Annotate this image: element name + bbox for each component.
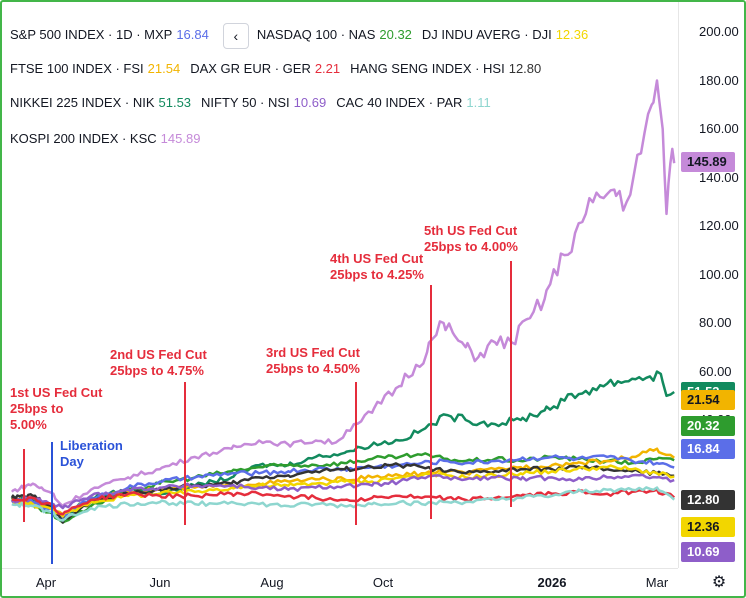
- x-tick-label: Apr: [35, 575, 57, 590]
- price-badge: 21.54: [681, 390, 735, 410]
- legend-series-value: 1.11: [466, 95, 491, 110]
- x-tick-label: Mar: [645, 575, 669, 590]
- price-badge: 12.36: [681, 517, 735, 537]
- legend-series-value: 10.69: [293, 95, 327, 110]
- price-badge: 145.89: [681, 152, 735, 172]
- legend-series-value: 2.21: [314, 61, 341, 76]
- legend-series-name: DAX GR EUR · GER: [190, 61, 311, 76]
- legend-item[interactable]: NASDAQ 100 · NAS 20.32: [257, 27, 412, 42]
- legend-row-1: S&P 500 INDEX · 1D · MXP 16.84 ‹ NASDAQ 100…: [10, 23, 598, 49]
- gear-icon[interactable]: ⚙: [711, 574, 727, 591]
- price-badge: 20.32: [681, 416, 735, 436]
- annotation-label-2: Liberation Day: [60, 438, 123, 469]
- price-badge: 16.84: [681, 439, 735, 459]
- plot-area[interactable]: 1st US Fed Cut 25bps to 5.00% Liberation …: [2, 2, 678, 568]
- legend-row-3: NIKKEI 225 INDEX · NIK 51.53 NIFTY 50 · NS…: [10, 94, 501, 112]
- y-tick-label: 80.00: [699, 315, 732, 330]
- series-line-cac: [11, 486, 676, 522]
- y-tick-label: 140.00: [699, 169, 739, 185]
- legend-item[interactable]: DJ INDU AVERG · DJI 12.36: [422, 27, 588, 42]
- legend-series-name: FTSE 100 INDEX · FSI: [10, 61, 144, 76]
- y-tick-label: 60.00: [699, 363, 732, 379]
- y-tick-label: 120.00: [699, 218, 739, 233]
- y-tick-label: 200.00: [699, 24, 739, 39]
- annotation-label-6: 5th US Fed Cut 25bps to 4.00%: [424, 223, 518, 254]
- price-badge: 10.69: [681, 542, 735, 562]
- legend-series-name: KOSPI 200 INDEX · KSC: [10, 131, 157, 146]
- legend-item[interactable]: KOSPI 200 INDEX · KSC 145.89: [10, 131, 200, 146]
- y-tick-label: 100.00: [699, 266, 739, 282]
- legend-item[interactable]: S&P 500 INDEX · 1D · MXP 16.84: [10, 27, 209, 42]
- annotation-label-4: 3rd US Fed Cut 25bps to 4.50%: [266, 345, 360, 376]
- legend-row-2: FTSE 100 INDEX · FSI 21.54 DAX GR EUR · GE…: [10, 60, 551, 78]
- legend-series-name: CAC 40 INDEX · PAR: [336, 95, 463, 110]
- legend-item[interactable]: CAC 40 INDEX · PAR 1.11: [336, 95, 491, 110]
- legend-item[interactable]: NIKKEI 225 INDEX · NIK 51.53: [10, 95, 191, 110]
- x-tick-label: Aug: [260, 575, 284, 590]
- series-line-kospi: [10, 79, 676, 508]
- legend-series-value: 20.32: [379, 27, 412, 43]
- legend-series-name: HANG SENG INDEX · HSI: [350, 61, 505, 76]
- legend-item[interactable]: DAX GR EUR · GER 2.21: [190, 61, 340, 76]
- legend-item[interactable]: FTSE 100 INDEX · FSI 21.54: [10, 61, 180, 76]
- x-tick-label: Jun: [149, 575, 171, 590]
- y-tick-label: 180.00: [699, 72, 739, 88]
- price-badge: 12.80: [681, 490, 735, 510]
- legend-series-value: 21.54: [147, 61, 181, 76]
- legend-item[interactable]: HANG SENG INDEX · HSI 12.80: [350, 61, 541, 76]
- series-line-dj: [10, 464, 675, 518]
- legend-series-value: 12.36: [555, 27, 589, 43]
- y-tick-label: 160.00: [699, 121, 739, 136]
- legend-series-name: NASDAQ 100 · NAS: [256, 27, 376, 43]
- annotation-label-1: 1st US Fed Cut 25bps to 5.00%: [10, 385, 103, 432]
- legend-row-4: KOSPI 200 INDEX · KSC 145.89: [10, 130, 210, 148]
- legend-series-value: 12.80: [508, 61, 542, 76]
- chart-svg: [10, 79, 676, 564]
- annotation-label-5: 4th US Fed Cut 25bps to 4.25%: [330, 251, 424, 282]
- legend-series-name: NIFTY 50 · NSI: [201, 95, 290, 110]
- legend-series-value: 51.53: [158, 95, 192, 110]
- legend-series-name: S&P 500 INDEX · 1D · MXP: [10, 27, 173, 43]
- legend-series-value: 145.89: [160, 131, 201, 146]
- x-tick-label: 2026: [537, 575, 567, 590]
- legend-series-value: 16.84: [176, 27, 209, 43]
- time-axis[interactable]: Apr Jun Aug Oct 2026 Mar: [2, 568, 678, 596]
- price-axis[interactable]: 200.00 180.00 160.00 140.00 120.00 100.00 80.0…: [678, 2, 744, 568]
- x-tick-label: Oct: [372, 575, 394, 590]
- series-line-nifty: [10, 473, 675, 510]
- legend-series-name: DJ INDU AVERG · DJI: [421, 27, 552, 43]
- legend-collapse-button[interactable]: ‹: [222, 23, 249, 49]
- annotation-label-3: 2nd US Fed Cut 25bps to 4.75%: [110, 347, 207, 378]
- legend-item[interactable]: NIFTY 50 · NSI 10.69: [201, 95, 326, 110]
- legend-series-name: NIKKEI 225 INDEX · NIK: [10, 95, 155, 110]
